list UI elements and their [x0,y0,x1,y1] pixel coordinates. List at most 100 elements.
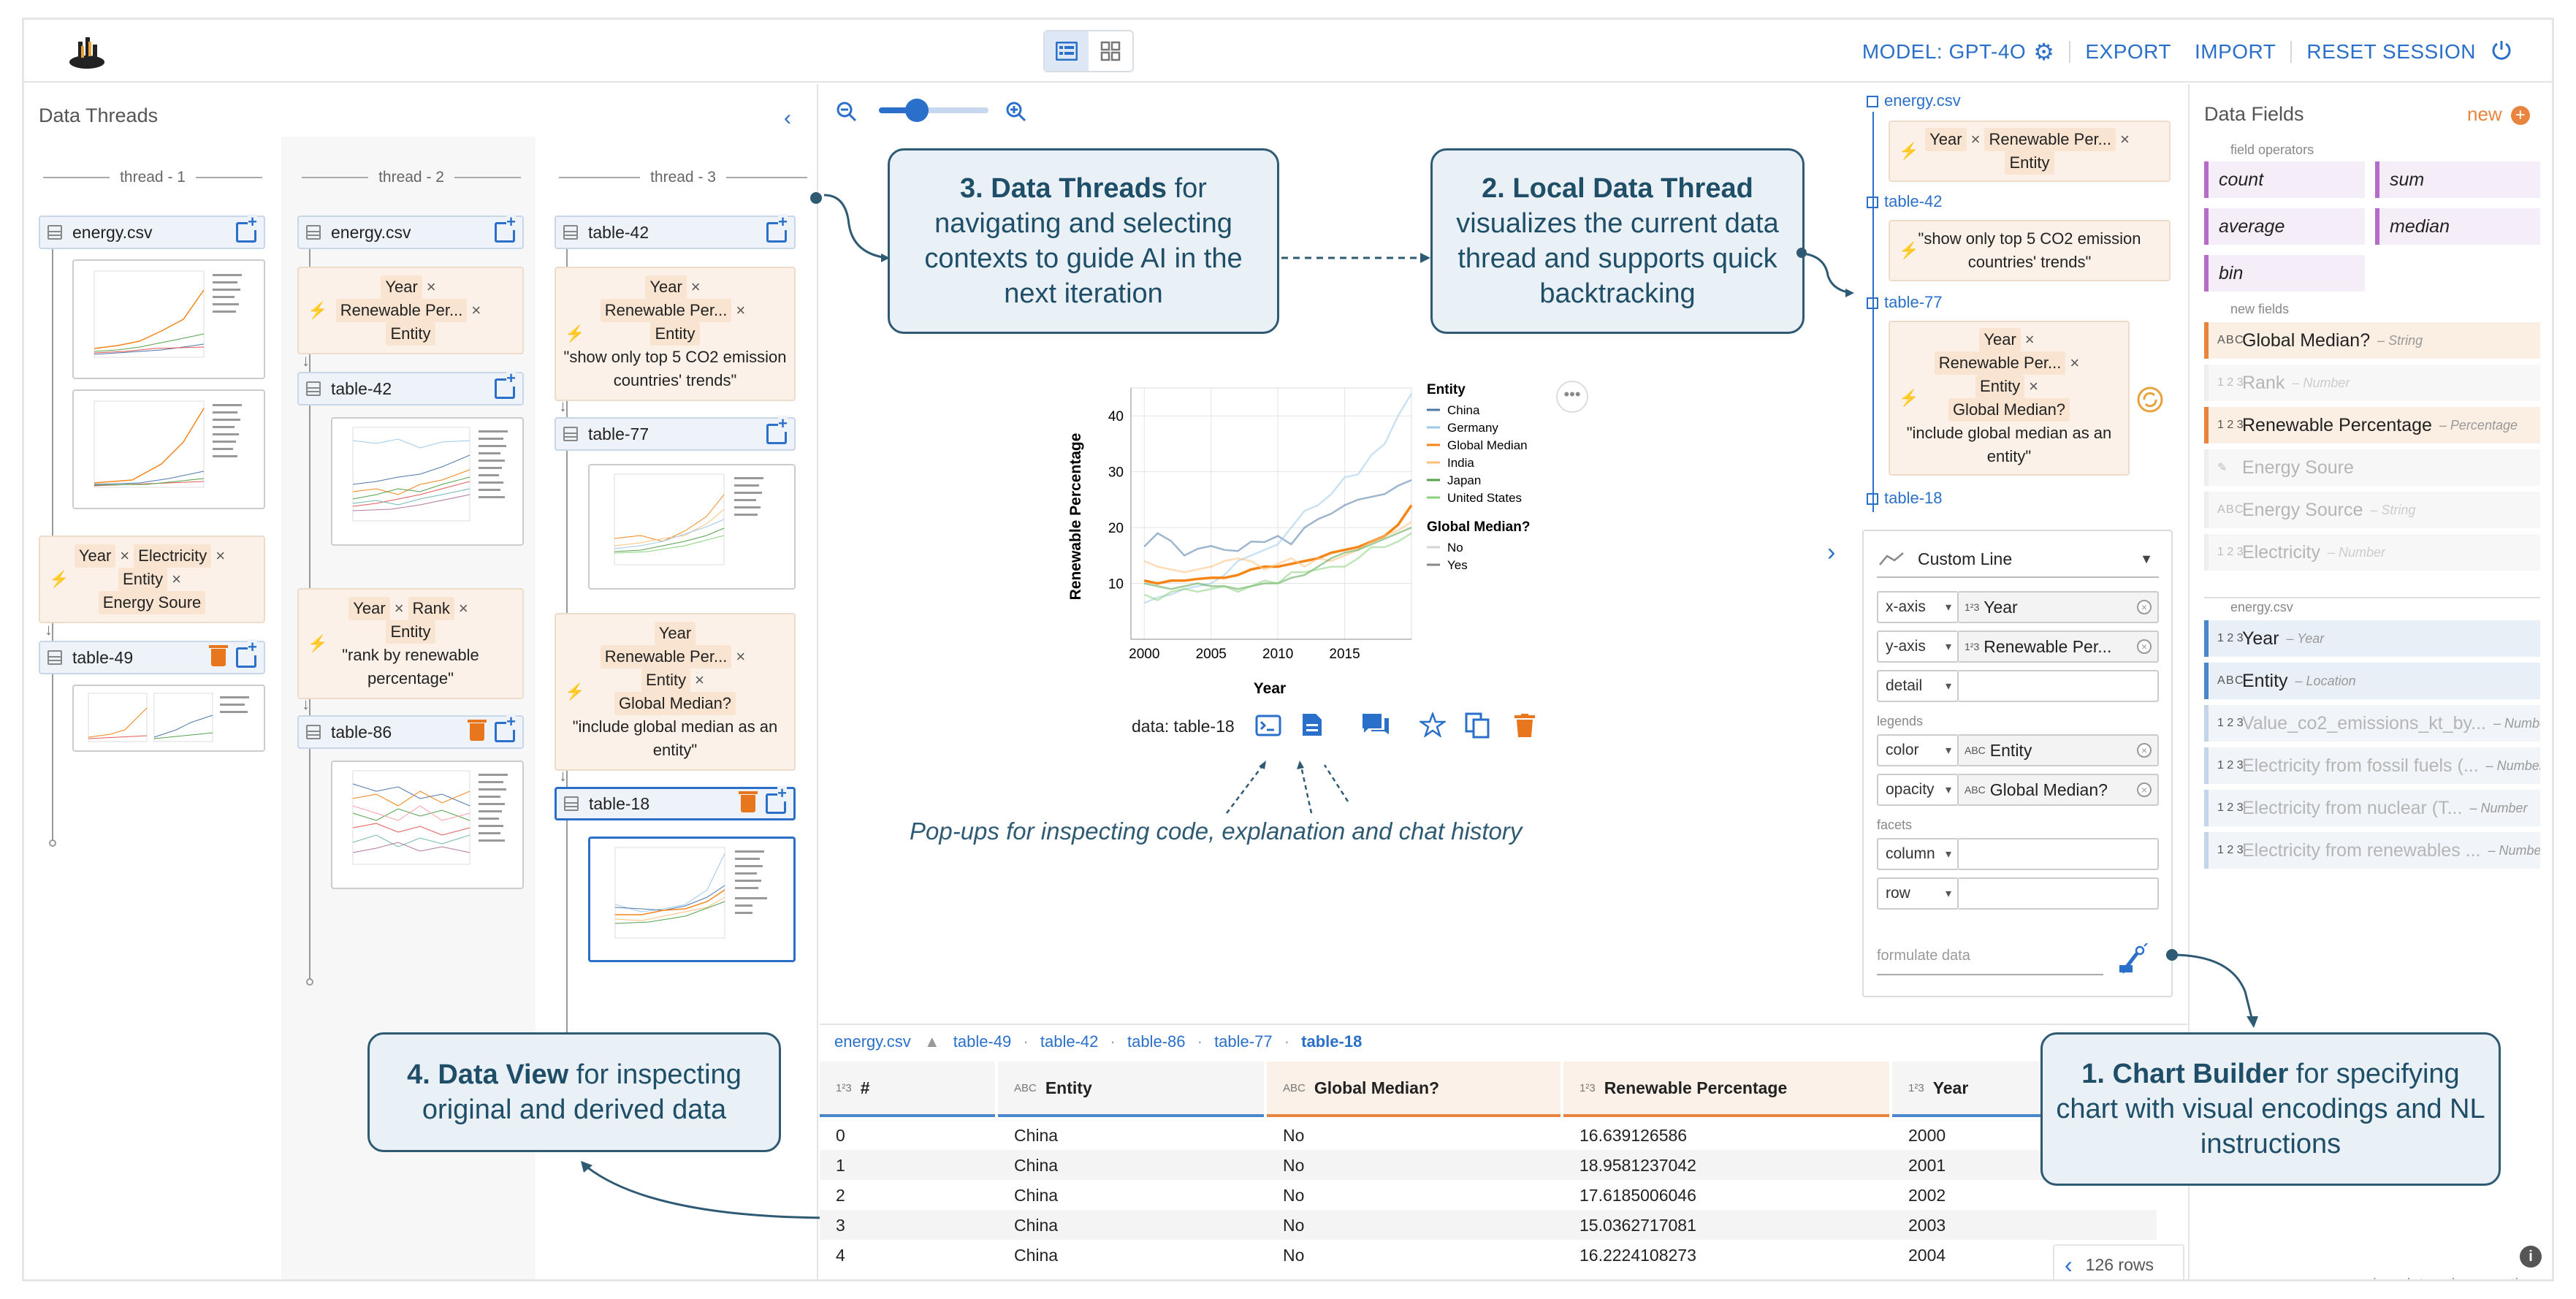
table-row[interactable]: 2 China No 17.6185006046 2002 [820,1180,2157,1210]
field-item[interactable]: 1 2 3 Electricity – Number [2204,534,2540,571]
legend-entry[interactable]: China [1447,403,1480,417]
table-row[interactable]: 1 China No 18.9581237042 2001 [820,1150,2157,1180]
collapse-chevron-icon[interactable]: ‹ [784,106,791,130]
add-chart-icon[interactable] [766,416,788,444]
table-row[interactable]: 0 China No 16.639126586 2000 [820,1120,2157,1150]
chart-thumbnail[interactable] [72,685,265,752]
table-card[interactable]: energy.csv [297,214,524,249]
duplicate-icon[interactable] [1465,712,1491,742]
export-button[interactable]: EXPORT [2085,40,2171,63]
zoom-slider[interactable] [879,99,988,122]
zoom-slider-handle[interactable] [905,99,929,122]
table-card[interactable]: table-42 [555,214,796,249]
table-card[interactable]: energy.csv [39,214,265,249]
table-row[interactable]: 3 China No 15.0362717081 2003 [820,1210,2157,1240]
delete-chart-icon[interactable] [1514,714,1535,741]
instruction-card[interactable]: ⚡ Year × Rank × Entity "rank by renewable p… [297,588,524,699]
field-item[interactable]: A B C Entity – Location [2204,663,2540,699]
field-item[interactable]: 1 2 3 Electricity from renewables ... – Nu… [2204,832,2540,869]
field-item[interactable]: 1 2 3 Electricity from nuclear (T... – Num… [2204,790,2540,826]
field-item[interactable]: 1 2 3 Electricity from fossil fuels (... –… [2204,747,2540,784]
view-mode-toggle[interactable] [1043,30,1134,72]
star-icon[interactable] [1418,711,1447,741]
field-item[interactable]: A B C Global Median? – String [2204,322,2540,359]
local-thread-table[interactable]: table-42 [1867,192,1943,211]
column-header[interactable]: 1²3 Renewable Percentage [1563,1062,1889,1117]
chart-thumbnail[interactable] [331,417,524,546]
operator-bin[interactable]: bin [2204,255,2365,292]
table-row[interactable]: 4 China No 16.2224108273 2004 [820,1240,2157,1270]
add-chart-icon[interactable] [495,714,516,742]
row-count-badge[interactable]: ‹ 126 rows [2053,1244,2184,1279]
power-icon[interactable] [2491,39,2512,66]
grid-view-icon[interactable] [1089,31,1132,71]
chart-thumbnail[interactable] [331,761,524,889]
column-header[interactable]: 1²3 # [820,1062,995,1117]
chart-thumbnail[interactable] [588,464,796,590]
encoding-y-axis[interactable]: y-axis1²3Renewable Per...× [1877,631,2159,663]
legend-entry[interactable]: Japan [1447,473,1481,487]
legend-entry[interactable]: Germany [1447,421,1498,435]
zoom-in-icon[interactable] [1005,100,1028,127]
breadcrumb-item[interactable]: energy.csv [834,1032,911,1051]
chat-history-icon[interactable] [1361,712,1390,742]
local-thread-table[interactable]: table-18 [1867,489,1943,508]
operator-sum[interactable]: sum [2375,161,2540,198]
instruction-card[interactable]: ⚡ Year × Electricity × Entity × Energy Soure [39,536,265,623]
legend-entry[interactable]: Global Median [1447,438,1528,452]
series-line-india[interactable] [1143,521,1412,574]
local-thread-root[interactable]: energy.csv [1867,91,1961,110]
encoding-x-axis[interactable]: x-axis1²3Year× [1877,591,2159,623]
add-chart-icon[interactable] [495,214,516,243]
encoding-color[interactable]: colorABCEntity× [1877,734,2159,766]
model-selector[interactable]: MODEL: GPT-4O [1861,40,2027,63]
column-header[interactable]: ABC Entity [998,1062,1264,1117]
legend-entry[interactable]: Yes [1447,558,1468,572]
field-item[interactable]: A B C Energy Source – String [2204,492,2540,528]
field-item[interactable]: 1 2 3 Year – Year [2204,620,2540,657]
encoding-row[interactable]: row [1877,877,2159,910]
field-item[interactable]: 1 2 3 Renewable Percentage – Percentage [2204,407,2540,443]
series-line-germany[interactable] [1143,393,1413,604]
operator-median[interactable]: median [2375,208,2540,245]
privacy-notice-link[interactable]: view data privacy notice [2365,1275,2536,1279]
formulate-wand-icon[interactable] [2116,942,2149,979]
breadcrumb-item[interactable]: table-86 [1127,1032,1186,1051]
breadcrumb-item[interactable]: table-49 [953,1032,1012,1051]
local-instruction-card[interactable]: ⚡ "show only top 5 CO2 emission countrie… [1889,220,2171,281]
table-card-selected[interactable]: table-18 [555,785,796,820]
code-icon[interactable] [1255,714,1281,741]
series-line-china[interactable] [1143,479,1412,557]
more-options-icon[interactable]: ••• [1556,381,1588,413]
expand-chevron-icon[interactable]: › [1827,538,1836,566]
refresh-icon[interactable] [2135,385,2165,418]
operator-average[interactable]: average [2204,208,2365,245]
breadcrumb-item[interactable]: table-18 [1301,1032,1363,1051]
table-card[interactable]: table-86 [297,714,524,749]
app-logo-icon[interactable] [68,31,109,72]
delete-icon[interactable] [739,791,758,812]
breadcrumb-item[interactable]: table-42 [1040,1032,1099,1051]
chart-thumbnail-selected[interactable] [588,837,796,962]
field-item[interactable]: 1 2 3 Rank – Number [2204,365,2540,401]
delete-icon[interactable] [209,645,228,666]
delete-icon[interactable] [468,720,487,741]
series-line-united-states[interactable] [1143,532,1412,601]
encoding-detail[interactable]: detail [1877,670,2159,702]
list-view-icon[interactable] [1045,31,1089,71]
legend-entry[interactable]: India [1447,456,1474,470]
chart-type-select[interactable]: Custom Line ▼ [1877,541,2159,578]
add-chart-icon[interactable] [236,639,257,668]
reset-session-button[interactable]: RESET SESSION [2306,40,2476,63]
chart-thumbnail[interactable] [72,259,265,379]
new-field-button[interactable]: new + [2467,103,2530,126]
instruction-card[interactable]: ⚡ Year × Renewable Per... × Entity "show o… [555,267,796,401]
instruction-card[interactable]: ⚡ Year × Renewable Per... × Entity [297,267,524,354]
add-chart-icon[interactable] [766,785,787,814]
chart-thumbnail[interactable] [72,389,265,509]
formulate-input[interactable]: formulate data [1877,948,2103,975]
gear-icon[interactable]: ⚙ [2033,39,2055,65]
explanation-icon[interactable] [1301,712,1323,741]
local-instruction-card[interactable]: ⚡ Year × Renewable Per... × Entity × Global… [1889,321,2130,476]
